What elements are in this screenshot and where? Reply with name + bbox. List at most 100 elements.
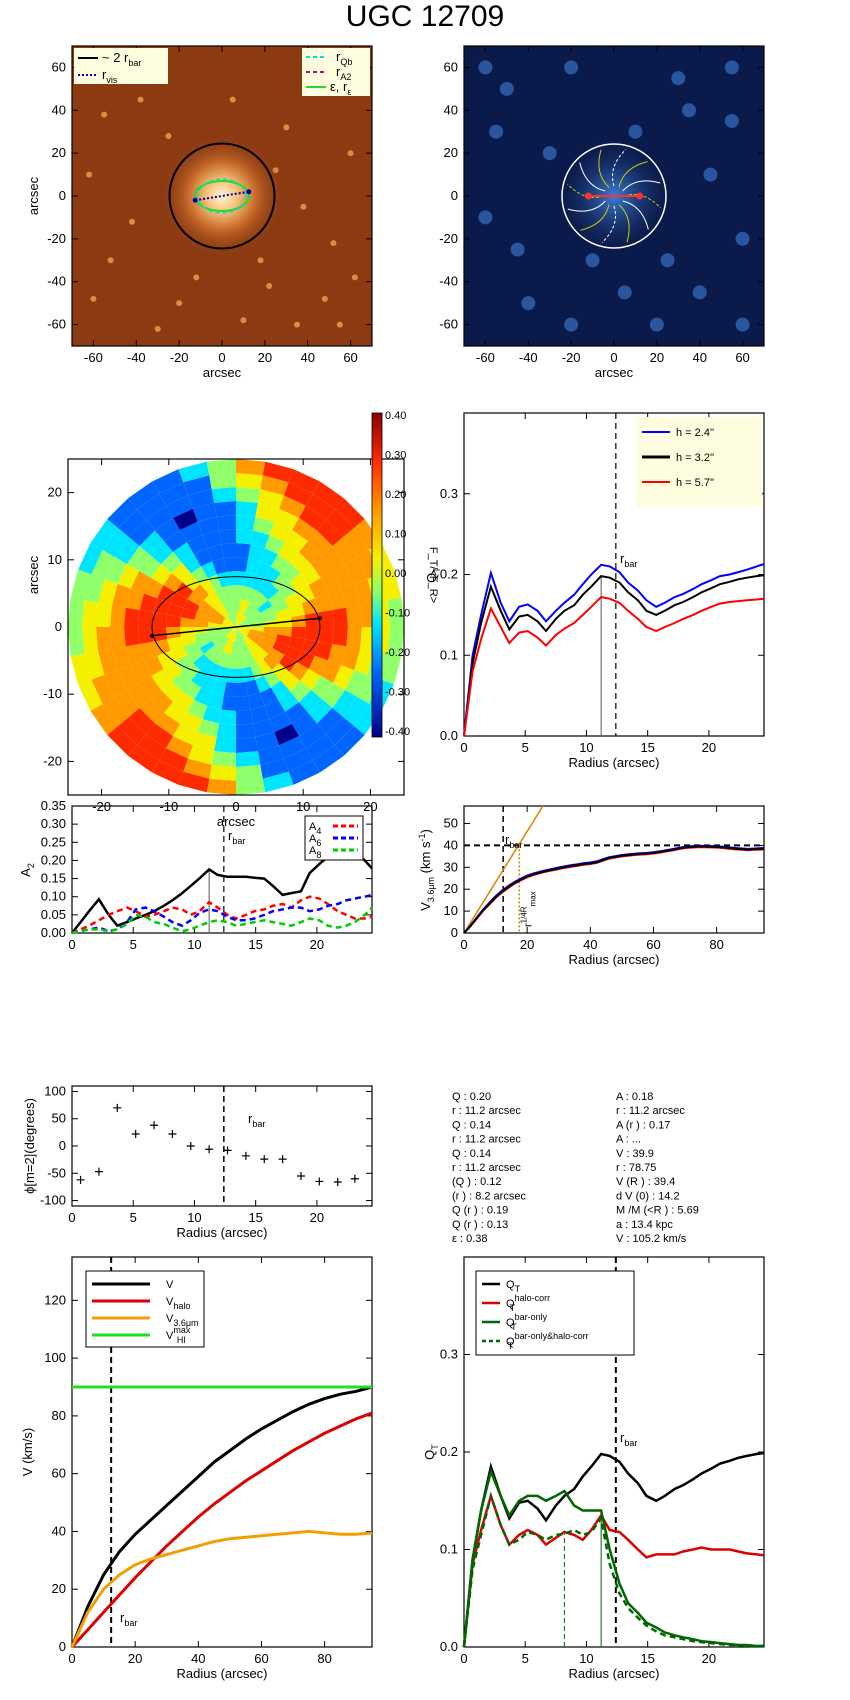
heatmap-cell bbox=[125, 644, 144, 666]
y-tick-label: 60 bbox=[52, 1466, 66, 1481]
heatmap-cell bbox=[233, 627, 236, 641]
legend-label: ε, rε bbox=[330, 79, 351, 97]
data-point bbox=[205, 1145, 214, 1154]
heatmap-cell bbox=[228, 654, 236, 669]
heatmap-cell bbox=[240, 585, 251, 601]
heatmap-cell bbox=[178, 461, 210, 483]
heatmap-cell bbox=[153, 598, 171, 615]
heatmap-cell bbox=[271, 680, 290, 700]
y-tick-label: 50 bbox=[52, 1111, 66, 1126]
y-tick-label: 0 bbox=[451, 188, 458, 203]
heatmap-cell bbox=[274, 724, 299, 746]
legend-label: rA2 bbox=[336, 64, 351, 82]
heatmap-cell bbox=[209, 590, 222, 606]
noise-blob bbox=[585, 253, 600, 268]
heatmap-cell bbox=[152, 469, 184, 494]
heatmap-cell bbox=[200, 659, 215, 676]
colorbar-tick-label: -0.30 bbox=[385, 687, 410, 699]
heatmap-cell bbox=[257, 641, 273, 654]
star-blob bbox=[165, 133, 172, 139]
x-tick-label: 40 bbox=[191, 1651, 205, 1666]
plot-frame bbox=[71, 45, 373, 347]
heatmap-cell bbox=[277, 627, 292, 637]
y-tick-label: 0 bbox=[59, 188, 66, 203]
x-tick-label: 10 bbox=[187, 1210, 201, 1225]
heatmap-cell bbox=[192, 502, 217, 522]
x-tick-label: 0 bbox=[460, 740, 467, 755]
heatmap-cell bbox=[236, 709, 253, 725]
heatmap-cell bbox=[178, 771, 210, 793]
heatmap-cell bbox=[236, 622, 250, 627]
noise-blob bbox=[692, 285, 707, 300]
heatmap-cell bbox=[354, 579, 374, 606]
heatmap-cell bbox=[84, 574, 105, 603]
y-tick-label: 20 bbox=[444, 145, 458, 160]
heatmap-cell bbox=[192, 732, 217, 752]
heatmap-cell bbox=[278, 655, 297, 672]
x-tick-label: 15 bbox=[640, 1651, 654, 1666]
panel-parameter-table: Q : 0.20 r : 11.2 arcsec Q : 0.14 r : 11.2 … bbox=[452, 1091, 699, 1245]
heatmap-cell bbox=[236, 543, 251, 559]
data-point bbox=[241, 1151, 250, 1160]
heatmap-cell bbox=[255, 732, 280, 752]
y-tick-label: 40 bbox=[52, 1523, 66, 1538]
heatmap-cell bbox=[333, 564, 355, 589]
y-tick-label: -20 bbox=[43, 753, 62, 768]
heatmap-cell bbox=[236, 585, 244, 600]
x-tick-label: 20 bbox=[702, 740, 716, 755]
heatmap-cell bbox=[114, 537, 140, 564]
y-tick-label: 120 bbox=[44, 1292, 66, 1307]
heatmap-cell bbox=[262, 771, 294, 793]
data-point bbox=[223, 1146, 232, 1155]
x-tick-label: 60 bbox=[343, 350, 357, 365]
heatmap-cell bbox=[236, 627, 241, 641]
contour-line bbox=[618, 204, 630, 243]
heatmap-cell bbox=[345, 557, 368, 584]
heatmap-cell bbox=[183, 641, 200, 655]
heatmap-cell bbox=[202, 530, 222, 549]
panel-r-band-image: -60 -40 -20 0 20 40 60 -60 -40 -20 0 20 40 60 arcsec ~ … bbox=[26, 45, 373, 380]
heatmap-cell bbox=[128, 481, 159, 509]
heatmap-cell bbox=[218, 602, 229, 617]
data-point bbox=[350, 1174, 359, 1183]
heatmap-cell bbox=[152, 612, 168, 627]
colorbar-tick-label: 0.30 bbox=[385, 450, 406, 462]
heatmap-cell bbox=[118, 509, 146, 537]
heatmap-cell bbox=[150, 541, 173, 564]
noise-blob bbox=[682, 103, 696, 118]
heatmap-cell bbox=[278, 582, 297, 599]
y-tick-label: 100 bbox=[44, 1350, 66, 1365]
heatmap-cell bbox=[264, 669, 281, 688]
heatmap-cell bbox=[124, 627, 140, 647]
contour-line bbox=[598, 149, 610, 188]
legend-label: h = 3.2'' bbox=[676, 452, 714, 464]
heatmap-cell bbox=[279, 736, 306, 759]
heatmap-cell bbox=[226, 599, 234, 614]
heatmap-cell bbox=[70, 653, 92, 685]
heatmap-cell bbox=[173, 542, 194, 563]
x-tick-label: 20 bbox=[310, 1210, 324, 1225]
data-point bbox=[150, 1121, 159, 1130]
heatmap-cell bbox=[306, 493, 335, 520]
heatmap-cell bbox=[253, 516, 275, 535]
star-blob bbox=[300, 203, 307, 210]
heatmap-cell bbox=[150, 690, 173, 713]
heatmap-cell bbox=[207, 544, 224, 562]
heatmap-cell bbox=[236, 751, 261, 767]
heatmap-cell bbox=[278, 691, 299, 712]
heatmap-cell bbox=[182, 663, 200, 681]
noise-blob bbox=[724, 60, 739, 75]
heatmap-cell bbox=[236, 627, 250, 632]
noise-blob bbox=[649, 317, 664, 332]
heatmap-cell bbox=[311, 676, 333, 699]
heatmap-cell bbox=[264, 534, 285, 555]
heatmap-cell bbox=[193, 654, 209, 670]
heatmap-cell bbox=[227, 627, 236, 640]
heatmap-cell bbox=[246, 634, 261, 645]
info-left-line: Q : 0.20 bbox=[452, 1091, 491, 1103]
series-v-halo bbox=[70, 1411, 373, 1649]
star-blob bbox=[229, 96, 236, 103]
y-tick-label: 40 bbox=[52, 102, 66, 117]
heatmap-cell bbox=[110, 605, 126, 627]
star-blob bbox=[129, 218, 135, 225]
